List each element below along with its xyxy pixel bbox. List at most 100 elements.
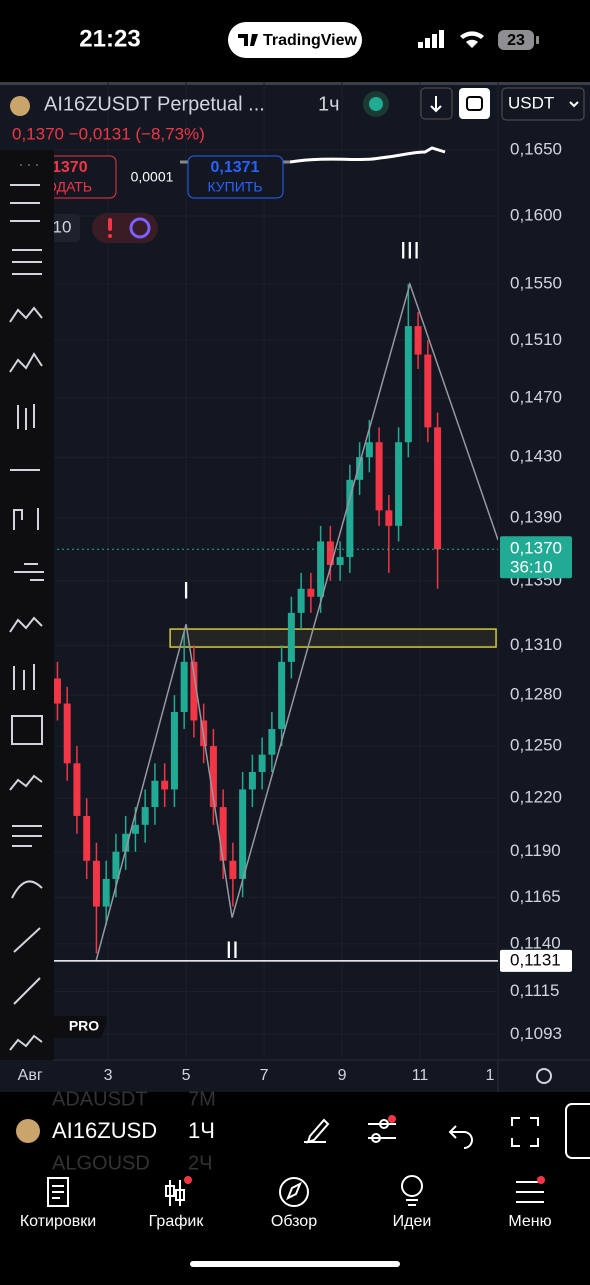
app-name: TradingView bbox=[263, 32, 358, 49]
y-tick-label: 0,1650 bbox=[510, 139, 562, 158]
buy-button[interactable] bbox=[187, 155, 284, 199]
axes: 0,1650 0,1600 0,1550 0,1510 0,1470 0,1430 0,13… bbox=[18, 139, 572, 1084]
settings-icon bbox=[536, 1068, 552, 1084]
candle-body bbox=[336, 557, 344, 565]
tool-icon bbox=[11, 880, 43, 899]
countdown: 36:10 bbox=[510, 558, 553, 577]
candle-body bbox=[404, 326, 412, 443]
chevron bbox=[569, 101, 579, 108]
refresh-icon bbox=[129, 217, 151, 239]
tool-icon bbox=[9, 1034, 43, 1051]
nav-icons bbox=[47, 1175, 544, 1207]
symbol[interactable]: AI16ZUSDT Perpetual ... bbox=[44, 93, 265, 115]
sync-button[interactable] bbox=[459, 88, 490, 119]
candle-body bbox=[258, 754, 266, 773]
tool-icon bbox=[14, 563, 44, 581]
home-indicator bbox=[190, 1261, 400, 1267]
toolbar bbox=[0, 150, 54, 1060]
last-price-label: 0,1370 bbox=[510, 539, 562, 558]
wave-label: I bbox=[183, 578, 190, 605]
x-tick-label: 7 bbox=[260, 1067, 269, 1084]
toolbar-icons[interactable] bbox=[9, 164, 44, 1051]
nav-item[interactable]: Идеи bbox=[393, 1213, 432, 1230]
candle-body bbox=[83, 815, 91, 861]
y-tick-label: 0,1510 bbox=[510, 330, 562, 349]
candle-body bbox=[317, 541, 325, 597]
nav-item[interactable]: Меню bbox=[508, 1213, 551, 1230]
candle-body bbox=[365, 442, 373, 458]
nav-item[interactable]: Котировки bbox=[20, 1213, 96, 1230]
sparkline bbox=[289, 146, 446, 164]
bar-icons[interactable] bbox=[304, 1103, 590, 1159]
candle-body bbox=[239, 789, 247, 879]
candle-body bbox=[395, 442, 403, 526]
y-tick-label: 0,1280 bbox=[510, 685, 562, 704]
chart-panel bbox=[0, 82, 590, 1092]
candle-body bbox=[63, 703, 71, 764]
symbol-icon bbox=[10, 96, 30, 116]
y-tick-label: 0,1550 bbox=[510, 274, 562, 293]
candle-body bbox=[414, 326, 422, 355]
battery-tip bbox=[536, 36, 539, 44]
tool-icon bbox=[11, 715, 43, 745]
candle-body bbox=[307, 588, 315, 597]
currency: USDT bbox=[508, 93, 554, 112]
wifi-icon bbox=[460, 31, 484, 48]
nav-item[interactable]: Обзор bbox=[271, 1213, 317, 1230]
spread: 0,0001 bbox=[131, 169, 174, 185]
interval[interactable]: 1Ч bbox=[188, 1118, 215, 1143]
candle-body bbox=[326, 541, 334, 565]
candle-body bbox=[122, 833, 130, 852]
grid bbox=[52, 82, 499, 1060]
candle-body bbox=[297, 588, 305, 613]
symbol[interactable]: AI16ZUSD bbox=[52, 1118, 157, 1143]
tool-icon bbox=[17, 404, 35, 430]
behind-symbol: ADAUSDT bbox=[52, 1088, 148, 1110]
sell-label: ОДАТЬ bbox=[46, 179, 92, 195]
candle-body bbox=[112, 851, 120, 879]
tool-icon bbox=[9, 616, 43, 633]
wave-label: II bbox=[225, 937, 238, 964]
clock: 21:23 bbox=[79, 25, 140, 52]
candle-body bbox=[424, 354, 432, 428]
nav-item[interactable]: График bbox=[149, 1213, 205, 1230]
x-tick-label: 1 bbox=[486, 1067, 495, 1084]
battery bbox=[498, 30, 534, 50]
behind-symbol: ALGOUSD bbox=[52, 1152, 150, 1174]
currency-select[interactable] bbox=[501, 87, 585, 121]
candle-body bbox=[73, 763, 81, 816]
down-button[interactable] bbox=[420, 87, 453, 120]
behind-interval: 7M bbox=[188, 1088, 216, 1110]
candle-body bbox=[53, 678, 61, 704]
tool-icon bbox=[13, 664, 35, 690]
tool-icon bbox=[9, 306, 43, 323]
tool-icon bbox=[12, 825, 42, 847]
tv-logo bbox=[238, 34, 258, 46]
y-tick-label: 0,1470 bbox=[510, 387, 562, 406]
candle-body bbox=[229, 860, 237, 879]
candle-body bbox=[278, 661, 286, 729]
down-icon bbox=[430, 96, 442, 113]
behind-interval: 2Ч bbox=[188, 1152, 212, 1174]
buy-label: КУПИТЬ bbox=[207, 179, 262, 195]
buy-price: 0,1371 bbox=[211, 159, 260, 176]
tool-icon bbox=[9, 352, 43, 373]
candle-body bbox=[141, 807, 149, 825]
y-tick-label: 0,1115 bbox=[510, 981, 559, 1000]
price-change: 0,1370 −0,0131 (−8,73%) bbox=[12, 124, 205, 143]
candle-body bbox=[92, 860, 100, 907]
candle-body bbox=[385, 510, 393, 526]
y-tick-label: 0,1310 bbox=[510, 635, 562, 654]
y-tick-label: 0,1190 bbox=[510, 841, 561, 860]
tool-icon bbox=[10, 184, 40, 222]
tool-icon bbox=[13, 508, 39, 530]
x-tick-label: 11 bbox=[412, 1067, 429, 1084]
y-tick-label: 0,1250 bbox=[510, 736, 562, 755]
symbol-icon bbox=[16, 1119, 40, 1143]
tool-icon bbox=[9, 774, 43, 791]
interval[interactable]: 1ч bbox=[318, 93, 340, 115]
y-tick-label: 0,1220 bbox=[510, 788, 562, 807]
y-tick-label: 0,1600 bbox=[510, 205, 562, 224]
